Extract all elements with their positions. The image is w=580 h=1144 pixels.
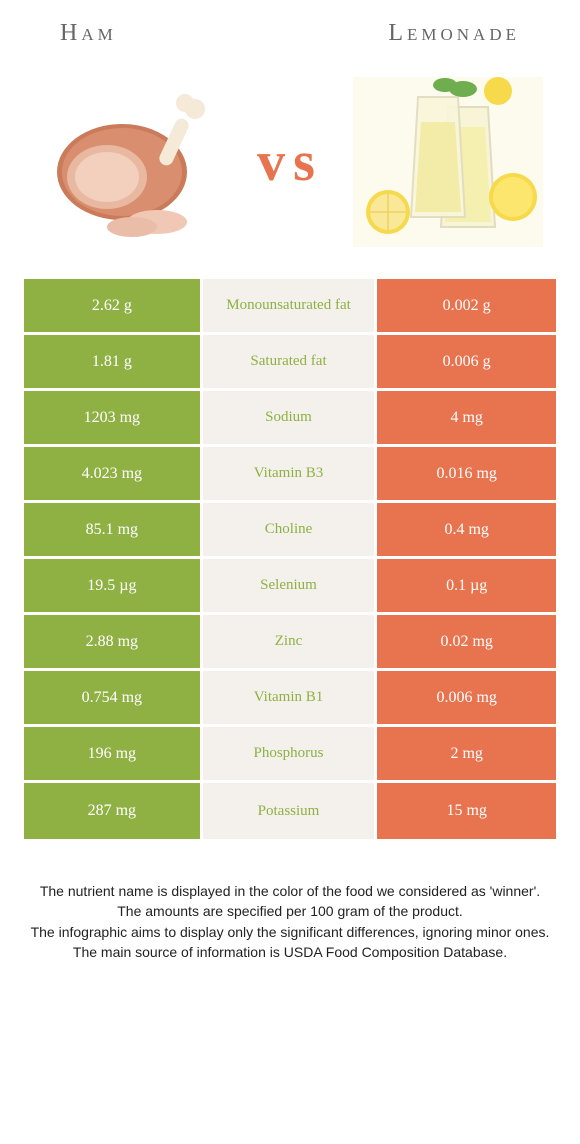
comparison-table: 2.62 gMonounsaturated fat0.002 g1.81 gSa… bbox=[22, 277, 558, 841]
header: Ham Lemonade bbox=[0, 0, 580, 57]
footer-line: The nutrient name is displayed in the co… bbox=[30, 881, 550, 901]
value-left: 1203 mg bbox=[24, 391, 203, 444]
table-row: 19.5 µgSelenium0.1 µg bbox=[24, 559, 556, 615]
value-left: 85.1 mg bbox=[24, 503, 203, 556]
value-right: 0.002 g bbox=[377, 279, 556, 332]
value-left: 4.023 mg bbox=[24, 447, 203, 500]
footer-line: The main source of information is USDA F… bbox=[30, 942, 550, 962]
nutrient-label: Saturated fat bbox=[203, 335, 378, 388]
value-right: 0.1 µg bbox=[377, 559, 556, 612]
value-left: 2.88 mg bbox=[24, 615, 203, 668]
value-left: 2.62 g bbox=[24, 279, 203, 332]
title-left: Ham bbox=[60, 20, 117, 47]
value-left: 287 mg bbox=[24, 783, 203, 839]
table-row: 1.81 gSaturated fat0.006 g bbox=[24, 335, 556, 391]
nutrient-label: Vitamin B3 bbox=[203, 447, 378, 500]
vs-label: vs bbox=[257, 130, 323, 194]
table-row: 287 mgPotassium15 mg bbox=[24, 783, 556, 839]
table-row: 196 mgPhosphorus2 mg bbox=[24, 727, 556, 783]
table-row: 0.754 mgVitamin B10.006 mg bbox=[24, 671, 556, 727]
lemonade-image bbox=[353, 77, 543, 247]
value-left: 0.754 mg bbox=[24, 671, 203, 724]
nutrient-label: Selenium bbox=[203, 559, 378, 612]
nutrient-label: Sodium bbox=[203, 391, 378, 444]
nutrient-label: Potassium bbox=[203, 783, 378, 839]
value-right: 0.016 mg bbox=[377, 447, 556, 500]
footer-line: The infographic aims to display only the… bbox=[30, 922, 550, 942]
footer-line: The amounts are specified per 100 gram o… bbox=[30, 901, 550, 921]
footer-notes: The nutrient name is displayed in the co… bbox=[0, 841, 580, 962]
table-row: 2.88 mgZinc0.02 mg bbox=[24, 615, 556, 671]
vs-row: vs bbox=[0, 57, 580, 277]
lemonade-icon bbox=[353, 77, 543, 247]
table-row: 1203 mgSodium4 mg bbox=[24, 391, 556, 447]
value-left: 196 mg bbox=[24, 727, 203, 780]
nutrient-label: Zinc bbox=[203, 615, 378, 668]
table-row: 85.1 mgCholine0.4 mg bbox=[24, 503, 556, 559]
value-left: 19.5 µg bbox=[24, 559, 203, 612]
table-row: 4.023 mgVitamin B30.016 mg bbox=[24, 447, 556, 503]
nutrient-label: Choline bbox=[203, 503, 378, 556]
value-left: 1.81 g bbox=[24, 335, 203, 388]
ham-icon bbox=[37, 77, 227, 247]
value-right: 2 mg bbox=[377, 727, 556, 780]
ham-image bbox=[37, 77, 227, 247]
value-right: 0.4 mg bbox=[377, 503, 556, 556]
value-right: 15 mg bbox=[377, 783, 556, 839]
value-right: 0.02 mg bbox=[377, 615, 556, 668]
value-right: 0.006 g bbox=[377, 335, 556, 388]
table-row: 2.62 gMonounsaturated fat0.002 g bbox=[24, 279, 556, 335]
value-right: 0.006 mg bbox=[377, 671, 556, 724]
nutrient-label: Monounsaturated fat bbox=[203, 279, 378, 332]
nutrient-label: Vitamin B1 bbox=[203, 671, 378, 724]
title-right: Lemonade bbox=[388, 20, 520, 47]
value-right: 4 mg bbox=[377, 391, 556, 444]
nutrient-label: Phosphorus bbox=[203, 727, 378, 780]
